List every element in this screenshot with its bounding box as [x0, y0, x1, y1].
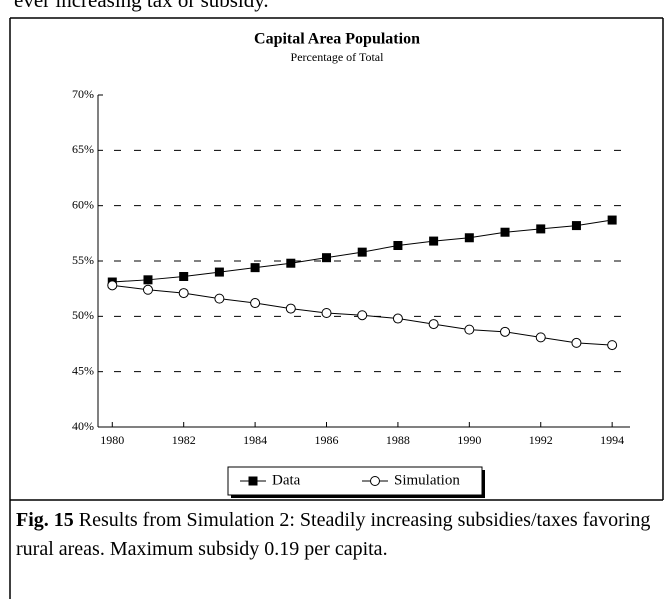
- marker: [500, 326, 511, 337]
- marker: [535, 332, 546, 343]
- x-tick-label: 1994: [600, 433, 624, 447]
- legend-box: [227, 466, 483, 496]
- y-tick-label: 60%: [72, 197, 94, 211]
- marker: [357, 247, 367, 257]
- x-tick-label: 1988: [386, 433, 410, 447]
- legend-label: Simulation: [394, 472, 460, 488]
- y-tick-label: 50%: [72, 308, 94, 322]
- marker: [393, 241, 403, 251]
- y-tick-label: 40%: [72, 419, 94, 433]
- marker: [250, 263, 260, 273]
- marker: [250, 298, 261, 309]
- marker: [286, 258, 296, 268]
- marker: [143, 275, 153, 285]
- marker: [464, 324, 475, 335]
- marker: [464, 233, 474, 243]
- marker: [214, 293, 225, 304]
- marker: [285, 303, 296, 314]
- caption-label: Fig. 15: [16, 509, 74, 531]
- x-tick-label: 1986: [315, 433, 339, 447]
- marker: [500, 227, 510, 237]
- marker: [571, 337, 582, 348]
- marker: [142, 284, 153, 295]
- x-tick-label: 1990: [457, 433, 481, 447]
- marker: [536, 224, 546, 234]
- x-tick-label: 1992: [529, 433, 553, 447]
- marker: [322, 253, 332, 263]
- x-tick-label: 1982: [172, 433, 196, 447]
- legend-label: Data: [272, 472, 301, 488]
- marker: [392, 313, 403, 324]
- marker: [607, 340, 618, 351]
- marker: [428, 319, 439, 330]
- preceding-text: ever increasing tax or subsidy.: [14, 0, 269, 12]
- chart-title: Capital Area Population: [254, 31, 420, 48]
- marker: [107, 280, 118, 291]
- y-tick-label: 65%: [72, 142, 94, 156]
- y-tick-label: 70%: [72, 87, 94, 101]
- chart-subtitle: Percentage of Total: [291, 50, 385, 64]
- marker: [178, 288, 189, 299]
- y-tick-label: 45%: [72, 363, 94, 377]
- marker: [214, 267, 224, 277]
- x-tick-label: 1984: [243, 433, 267, 447]
- marker: [607, 215, 617, 225]
- legend-marker: [370, 476, 380, 486]
- marker: [571, 221, 581, 231]
- marker: [429, 236, 439, 246]
- marker: [179, 271, 189, 281]
- marker: [321, 308, 332, 319]
- marker: [357, 310, 368, 321]
- caption-text: Results from Simulation 2: Steadily incr…: [16, 509, 651, 560]
- legend-marker: [248, 476, 258, 486]
- x-tick-label: 1980: [100, 433, 124, 447]
- y-tick-label: 55%: [72, 253, 94, 267]
- caption: Fig. 15 Results from Simulation 2: Stead…: [16, 506, 656, 564]
